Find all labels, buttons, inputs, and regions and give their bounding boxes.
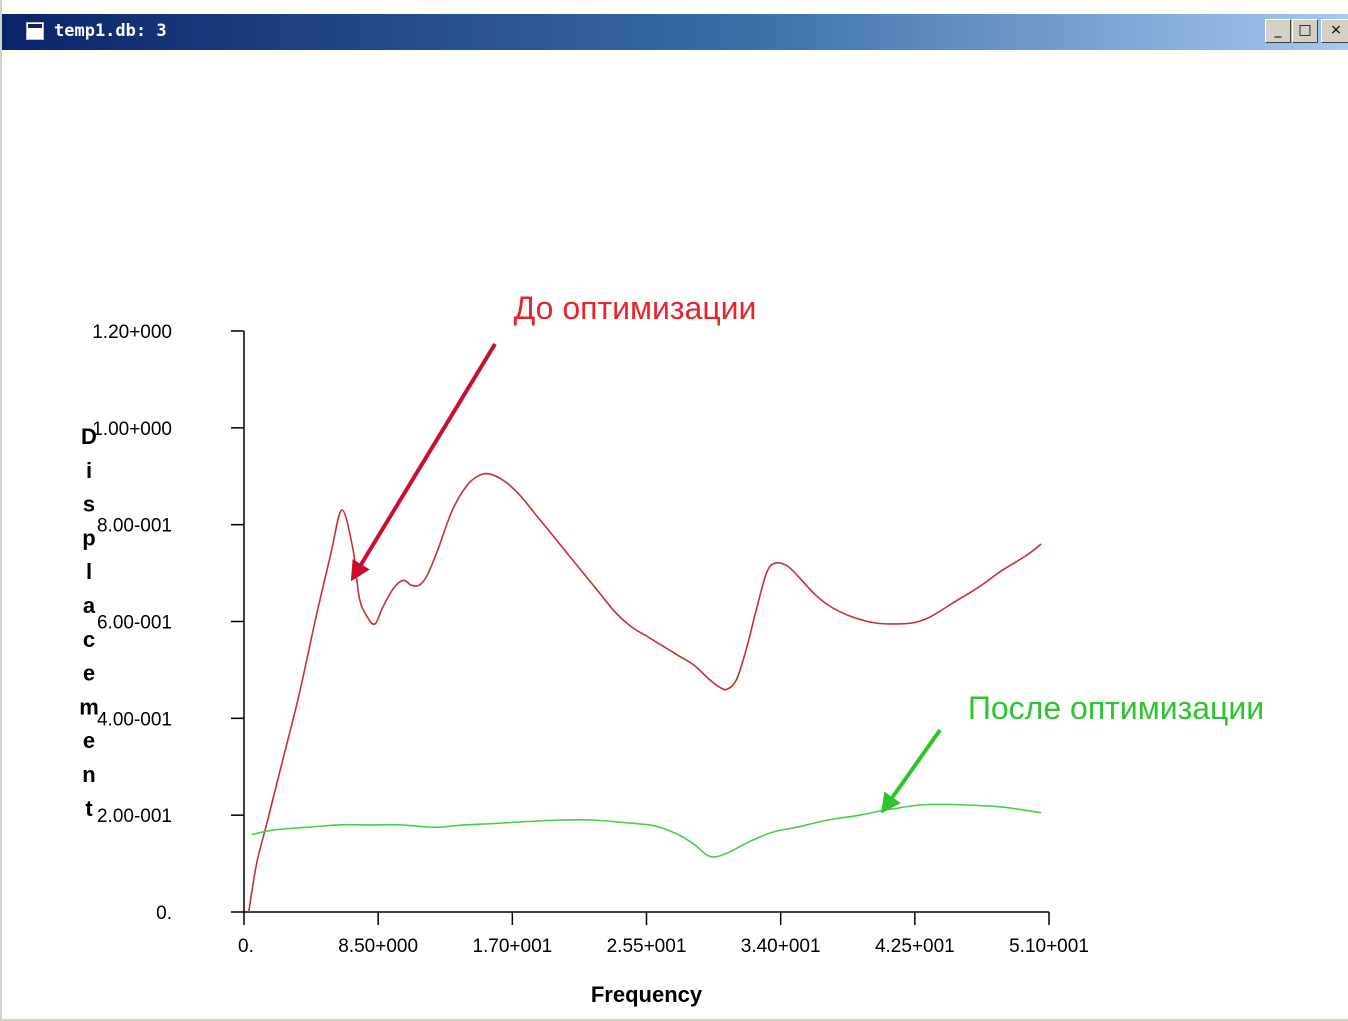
x-tick-label: 5.10+001 [1009,936,1089,957]
x-tick-label: 4.25+001 [875,936,955,957]
y-tick-label: 0. [156,903,172,924]
y-tick-label: 1.00+000 [92,419,172,440]
series-line-before [249,474,1041,912]
x-tick-label: 1.70+001 [472,936,552,957]
annotation-layer: До оптимизации После оптимизации [353,290,1264,810]
x-axis-title: Frequency [591,982,703,1007]
x-tick-label: 2.55+001 [607,936,687,957]
series-line-after [252,804,1041,857]
series-layer [249,474,1041,912]
y-tick-label: 4.00-001 [97,709,172,730]
y-tick-label: 2.00-001 [97,806,172,827]
axes: 0. 2.00-001 4.00-001 6.00-001 8.00-001 1.00+0… [79,322,1089,1007]
annotation-label: До оптимизации [514,290,757,326]
annotation-arrow [883,730,940,810]
y-tick-label: 1.20+000 [92,322,172,343]
x-tick-label: 0. [238,936,254,957]
y-tick-label: 6.00-001 [97,613,172,634]
x-tick-label: 8.50+000 [338,936,418,957]
annotation-label: После оптимизации [968,690,1264,726]
annotation-arrow [353,344,495,578]
x-tick-label: 3.40+001 [741,936,821,957]
y-tick-label: 8.00-001 [97,516,172,537]
